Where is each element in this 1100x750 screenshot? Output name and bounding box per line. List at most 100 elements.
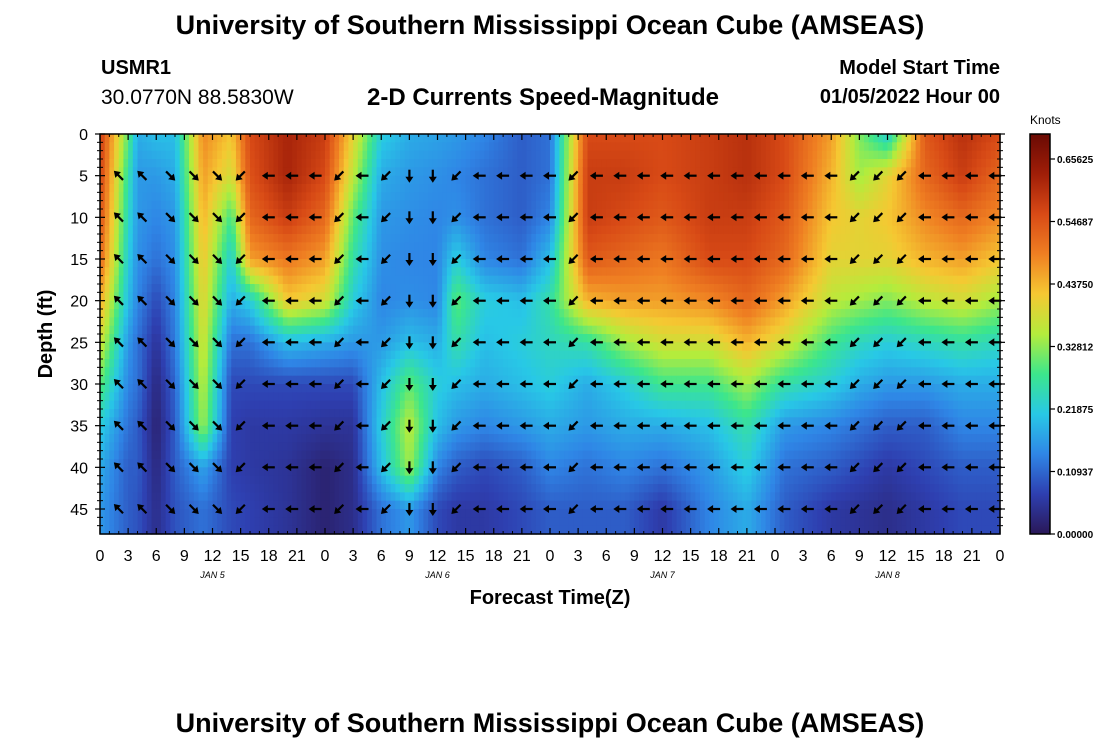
heatmap-cell [348, 267, 354, 277]
heatmap-cell [278, 192, 284, 202]
heatmap-cell [118, 434, 125, 443]
model-start-value: 01/05/2022 Hour 00 [819, 86, 1000, 108]
heatmap-cell [123, 400, 129, 410]
heatmap-cell [128, 200, 134, 210]
heatmap-cell [418, 400, 425, 410]
heatmap-cell [128, 334, 134, 343]
heatmap-cell [132, 167, 139, 177]
heatmap-cell [512, 184, 518, 193]
heatmap-cell [296, 209, 303, 218]
heatmap-cell [409, 417, 415, 427]
heatmap-cell [268, 284, 275, 293]
heatmap-cell [268, 434, 275, 443]
heatmap-cell [254, 384, 260, 393]
heatmap-cell [306, 434, 312, 443]
heatmap-cell [446, 292, 453, 302]
heatmap-cell [535, 217, 542, 227]
heatmap-cell [362, 425, 368, 435]
heatmap-cell [550, 509, 556, 518]
heatmap-cell [564, 459, 570, 468]
heatmap-cell [292, 267, 298, 277]
heatmap-cell [165, 259, 171, 268]
heatmap-cell [554, 342, 560, 352]
heatmap-cell [428, 342, 434, 352]
heatmap-cell [404, 317, 410, 327]
heatmap-cell [498, 167, 504, 177]
heatmap-cell [381, 275, 387, 285]
heatmap-cell [334, 484, 340, 493]
heatmap-cell [142, 292, 148, 302]
heatmap-cell [451, 342, 457, 352]
heatmap-cell [310, 384, 317, 393]
heatmap-cell [418, 259, 425, 268]
heatmap-cell [292, 209, 298, 218]
heatmap-cell [296, 175, 303, 185]
heatmap-cell [315, 525, 321, 535]
heatmap-cell [367, 367, 373, 377]
heatmap-cell [498, 325, 504, 335]
heatmap-cell [475, 384, 481, 393]
heatmap-cell [343, 500, 350, 510]
heatmap-cell [217, 442, 223, 452]
heatmap-cell [568, 175, 575, 185]
heatmap-cell [165, 350, 171, 360]
heatmap-cell [526, 134, 532, 143]
heatmap-cell [371, 434, 378, 443]
heatmap-cell [170, 392, 176, 402]
heatmap-cell [423, 475, 429, 485]
heatmap-cell [526, 384, 532, 393]
heatmap-cell [146, 334, 153, 343]
heatmap-cell [142, 159, 148, 168]
heatmap-cell [582, 150, 589, 160]
heatmap-cell [226, 375, 232, 385]
heatmap-cell [503, 292, 509, 302]
heatmap-cell [315, 442, 321, 452]
heatmap-cell [329, 425, 335, 435]
heatmap-cell [517, 284, 523, 293]
heatmap-cell [409, 400, 415, 410]
heatmap-cell [278, 142, 284, 152]
heatmap-cell [203, 150, 209, 160]
heatmap-cell [409, 259, 415, 268]
heatmap-cell [296, 434, 303, 443]
heatmap-cell [357, 225, 364, 235]
heatmap-cell [325, 517, 331, 527]
heatmap-cell [100, 459, 106, 468]
heatmap-cell [531, 159, 537, 168]
heatmap-cell [310, 517, 317, 527]
heatmap-cell [535, 300, 542, 310]
heatmap-cell [456, 409, 462, 418]
heatmap-cell [540, 142, 546, 152]
heatmap-cell [418, 167, 425, 177]
heatmap-cell [160, 159, 167, 168]
heatmap-cell [451, 392, 457, 402]
heatmap-cell [475, 375, 481, 385]
heatmap-cell [114, 359, 120, 368]
heatmap-cell [128, 292, 134, 302]
heatmap-cell [203, 217, 209, 227]
heatmap-cell [123, 492, 129, 502]
heatmap-cell [179, 217, 185, 227]
heatmap-cell [371, 392, 378, 402]
heatmap-cell [423, 384, 429, 393]
heatmap-cell [259, 134, 265, 143]
heatmap-cell [301, 142, 307, 152]
heatmap-cell [142, 242, 148, 252]
heatmap-cell [306, 367, 312, 377]
heatmap-cell [334, 200, 340, 210]
heatmap-cell [296, 150, 303, 160]
heatmap-cell [385, 217, 392, 227]
heatmap-cell [376, 334, 382, 343]
heatmap-cell [395, 242, 401, 252]
heatmap-cell [550, 350, 556, 360]
heatmap-cell [400, 200, 406, 210]
heatmap-cell [296, 225, 303, 235]
heatmap-cell [325, 442, 331, 452]
heatmap-cell [151, 525, 157, 535]
heatmap-cell [212, 234, 218, 243]
heatmap-cell [517, 525, 523, 535]
heatmap-cell [160, 475, 167, 485]
heatmap-cell [212, 492, 218, 502]
heatmap-cell [535, 342, 542, 352]
heatmap-cell [348, 159, 354, 168]
